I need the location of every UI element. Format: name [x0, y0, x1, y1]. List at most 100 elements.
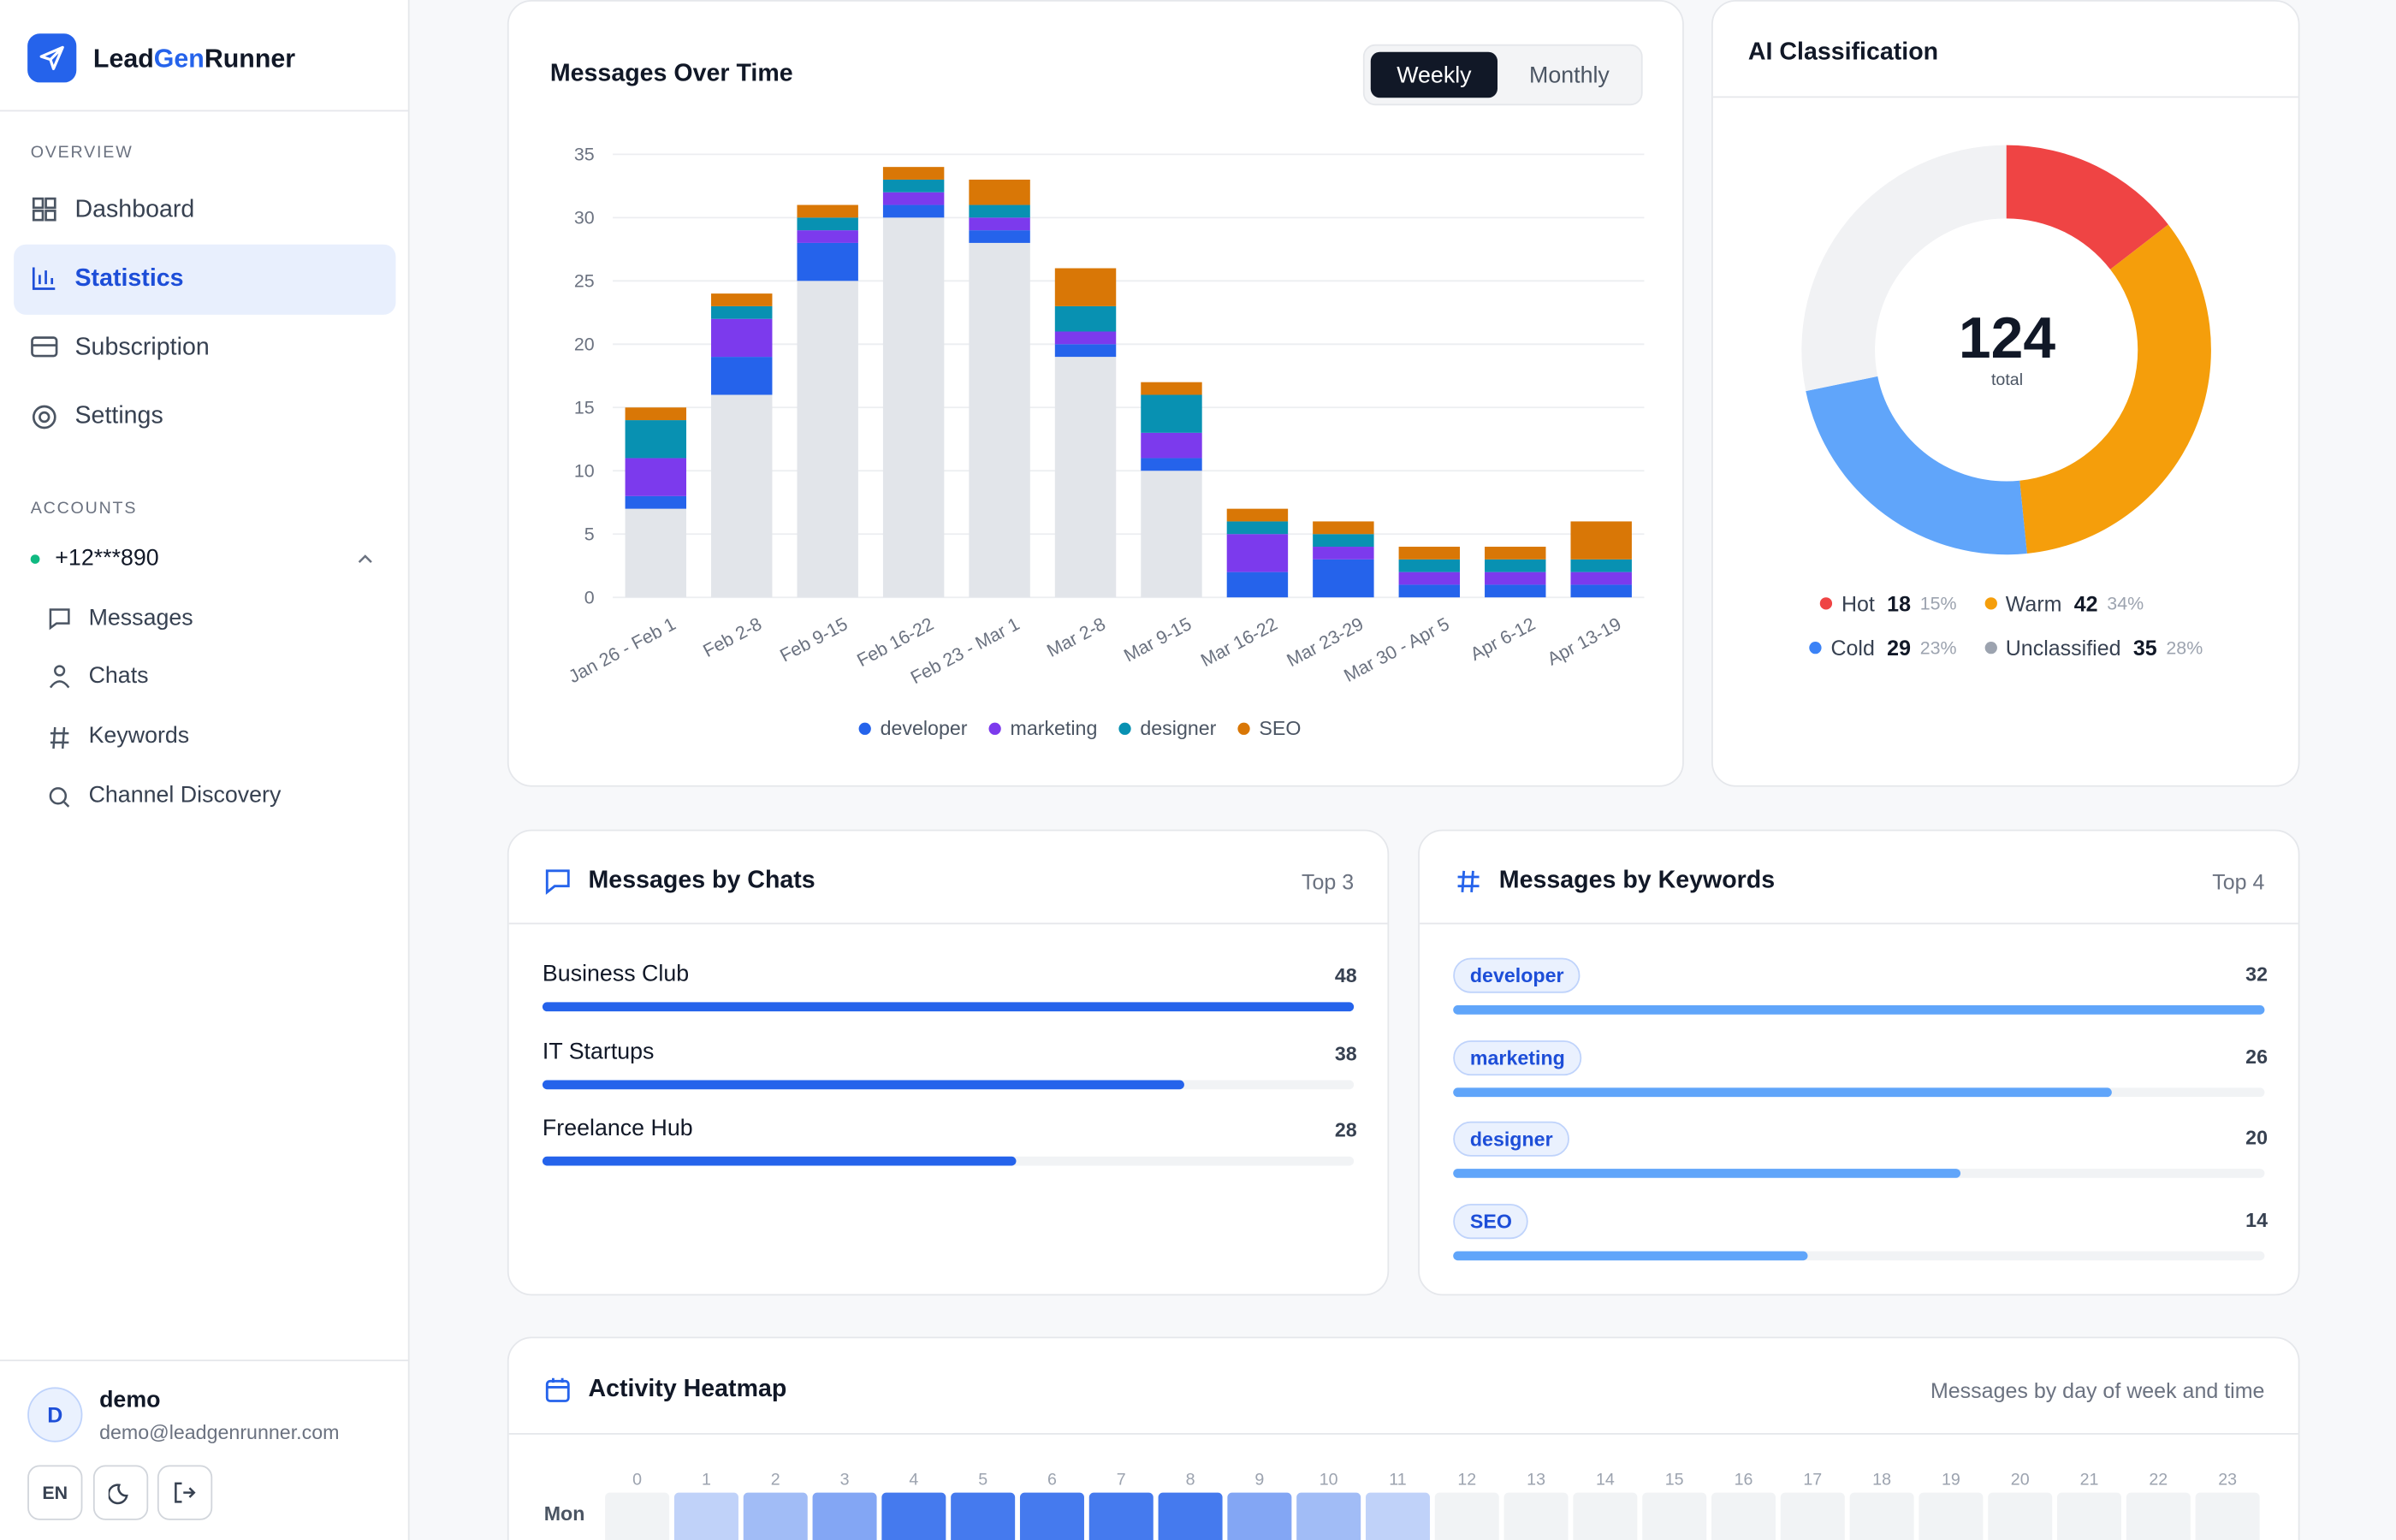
- x-tick-label: 12: [1457, 1471, 1476, 1490]
- keyword-pill: SEO: [1453, 1203, 1529, 1239]
- bar-segment: [1141, 458, 1202, 471]
- sub-nav-item[interactable]: Messages: [88, 605, 193, 631]
- legend-percent: 15%: [1919, 592, 1957, 614]
- donut-total-label: total: [1990, 370, 2024, 390]
- heat-cell: [812, 1492, 877, 1540]
- brand-part: Runner: [204, 44, 296, 74]
- heat-cell: [1503, 1492, 1569, 1540]
- bar-segment: [797, 281, 858, 598]
- language-button[interactable]: EN: [27, 1465, 83, 1520]
- bar-segment: [882, 167, 945, 180]
- bar-segment: [711, 318, 773, 358]
- donut-slice: [2006, 145, 2168, 270]
- bar: [542, 1002, 1355, 1012]
- bar-segment: [625, 407, 687, 421]
- bar-segment: [1141, 432, 1202, 459]
- legend-percent: 28%: [2166, 637, 2203, 659]
- bar-track: [1453, 1250, 2265, 1260]
- y-tick-label: 15: [574, 397, 595, 418]
- x-tick-label: 16: [1735, 1471, 1753, 1490]
- heat-cell: [951, 1492, 1016, 1540]
- heat-cell: [1573, 1492, 1638, 1540]
- heat-cell: [1434, 1492, 1499, 1540]
- logout-button[interactable]: [157, 1465, 213, 1520]
- logout-icon: [175, 1482, 196, 1503]
- nav-item[interactable]: Subscription: [74, 335, 210, 361]
- divider: [0, 110, 410, 112]
- legend-swatch: [988, 722, 1001, 735]
- legend-percent: 23%: [1919, 637, 1957, 659]
- sub-nav-item[interactable]: Channel Discovery: [88, 782, 282, 808]
- sub-nav-item[interactable]: Chats: [88, 662, 149, 690]
- bar-segment: [1054, 331, 1117, 345]
- bar: [542, 1079, 1185, 1089]
- stacked-bar-chart: 0 5 10 15 20 25 30 35 Jan 26 - Feb 1 Feb 2-8 Feb 9…: [565, 144, 1645, 739]
- user-name: demo: [99, 1387, 161, 1413]
- heat-cell: [1919, 1492, 1984, 1540]
- x-tick-label: Apr 6-12: [1467, 613, 1539, 665]
- section-label: OVERVIEW: [30, 143, 133, 163]
- keyword-pill: developer: [1453, 957, 1581, 993]
- bar-segment: [625, 458, 687, 496]
- toggle: Weekly Monthly: [1362, 44, 1643, 106]
- card-subtitle: Messages by day of week and time: [1930, 1377, 2265, 1403]
- legend-swatch: [1819, 597, 1833, 610]
- heat-cell: [881, 1492, 946, 1540]
- y-tick-label: 10: [574, 460, 595, 481]
- legend: Hot 18 15% Warm 42 34% Cold 29 23% Unclassified 35…: [1743, 591, 2270, 660]
- account[interactable]: +12***890: [55, 545, 159, 572]
- donut-slice: [1801, 145, 2007, 392]
- x-tick-label: 22: [2149, 1471, 2168, 1490]
- legend-swatch: [1118, 722, 1131, 735]
- bar-segment: [711, 293, 773, 306]
- card: AI Classification 124 total Hot 18 15% Warm…: [1711, 0, 2300, 787]
- legend-swatch: [1237, 722, 1250, 735]
- bar-segment: [969, 242, 1030, 598]
- brand: LeadGenRunner: [93, 44, 295, 75]
- x-tick-label: 0: [632, 1471, 642, 1490]
- toggle-option[interactable]: Monthly: [1529, 62, 1610, 88]
- x-tick-label: Mar 9-15: [1120, 613, 1195, 666]
- logo-icon: [39, 45, 64, 70]
- sub-nav-item[interactable]: Keywords: [88, 722, 190, 749]
- section-label: ACCOUNTS: [30, 499, 138, 518]
- x-tick-label: 23: [2218, 1471, 2237, 1490]
- theme-button[interactable]: [92, 1465, 149, 1520]
- row-label: Freelance Hub: [542, 1115, 693, 1141]
- bar-segment: [969, 204, 1030, 218]
- y-tick-label: 25: [574, 270, 595, 291]
- bar-segment: [882, 204, 945, 218]
- user-email: demo@leadgenrunner.com: [99, 1420, 340, 1444]
- nav-item[interactable]: Settings: [74, 403, 163, 429]
- logo[interactable]: [27, 33, 77, 83]
- heat-cell: [605, 1492, 670, 1540]
- heatmap: 0 1 2 3 4 5 6 7 8 9 10 11 12 13 14 15 16 17 18 19 20 21 22 23Mo…: [544, 1471, 2260, 1540]
- legend-label: SEO: [1259, 717, 1301, 739]
- heat-cell: [1019, 1492, 1084, 1540]
- x-tick-label: Jan 26 - Feb 1: [565, 613, 679, 687]
- nav-icons: [31, 197, 58, 429]
- bar-segment: [625, 495, 687, 509]
- x-tick-label: 19: [1942, 1471, 1960, 1490]
- x-tick-label: 13: [1527, 1471, 1545, 1490]
- bar-segment: [1313, 521, 1374, 535]
- bar: [1453, 1087, 2113, 1097]
- bar: [1453, 1169, 1960, 1178]
- nav-item[interactable]: Statistics: [14, 244, 396, 315]
- y-tick-label: 5: [584, 524, 595, 544]
- heat-cell: [1988, 1492, 2053, 1540]
- row-value: 14: [2245, 1207, 2268, 1231]
- donut-slice: [1806, 376, 2027, 555]
- legend-percent: 34%: [2107, 592, 2144, 614]
- chevron[interactable]: [356, 552, 374, 567]
- card-subtitle: Top 3: [1301, 869, 1355, 894]
- legend-item: Cold 29 23%: [1786, 636, 1984, 660]
- nav-item[interactable]: Dashboard: [74, 197, 195, 223]
- legend-swatch: [1984, 641, 1997, 654]
- y-tick-label: 30: [574, 207, 595, 228]
- heat-cell: [1642, 1492, 1707, 1540]
- heat-cell: [673, 1492, 738, 1540]
- card-title: Messages Over Time: [549, 61, 793, 87]
- card-title: AI Classification: [1747, 39, 1939, 66]
- toggle-option[interactable]: Weekly: [1370, 51, 1498, 98]
